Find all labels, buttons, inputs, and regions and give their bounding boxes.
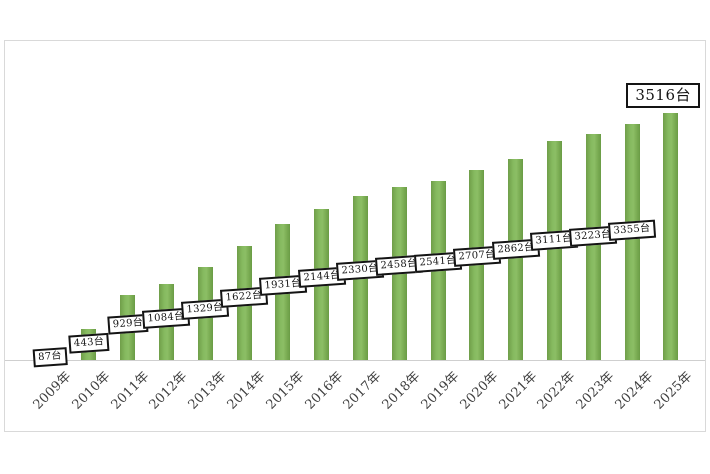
value-label-2009: 87台 bbox=[32, 347, 68, 367]
bar-2020 bbox=[469, 170, 485, 360]
value-label-2010: 443台 bbox=[68, 332, 110, 354]
bar-2023 bbox=[585, 134, 601, 360]
bar-2021 bbox=[508, 159, 524, 360]
x-axis-line bbox=[5, 360, 705, 361]
bar-2025 bbox=[663, 113, 679, 360]
value-label-2024: 3355台 bbox=[607, 219, 657, 241]
bar-2024 bbox=[624, 124, 640, 360]
value-label-2025: 3516台 bbox=[626, 83, 700, 109]
bar-2022 bbox=[546, 141, 562, 360]
